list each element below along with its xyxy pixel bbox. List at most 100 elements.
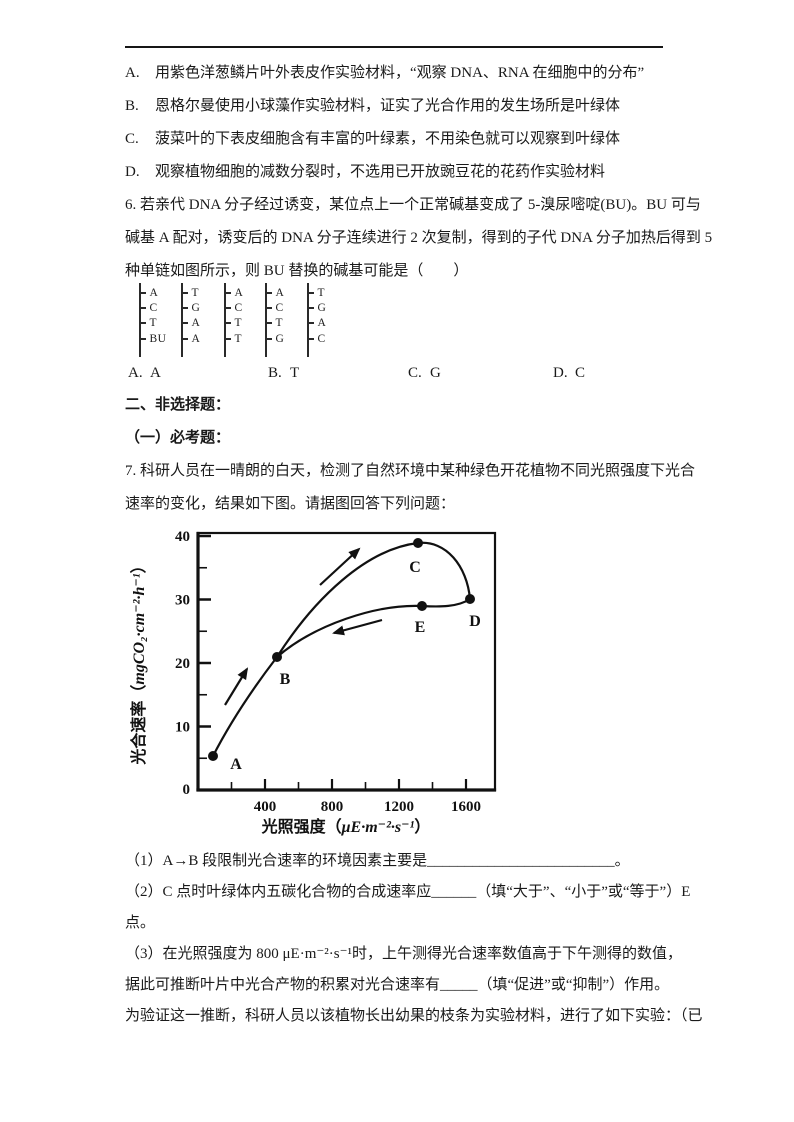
base-letter: A [234, 287, 244, 299]
q7-part-2-cont: 点。 [125, 915, 156, 931]
point-B [272, 652, 282, 662]
tick-mark [266, 307, 272, 309]
point-C [413, 538, 423, 548]
q5-option-d: D. 观察植物细胞的减数分裂时，不选用已开放豌豆花的花药作实验材料 [125, 156, 665, 189]
q6-option-d: D. C [553, 357, 585, 389]
strand-line [139, 283, 141, 357]
base-letter: A [317, 317, 327, 329]
tick-mark [140, 307, 146, 309]
y-tick-20: 20 [175, 656, 190, 672]
option-text: T [290, 365, 300, 381]
base-row: T [225, 332, 243, 346]
tick-mark [225, 307, 231, 309]
tick-mark [225, 338, 231, 340]
tick-mark [182, 307, 188, 309]
q7-subquestions: （1）A→B 段限制光合速率的环境因素主要是__________________… [125, 846, 703, 1032]
base-row: C [225, 301, 243, 315]
q6-line-1: 6. 若亲代 DNA 分子经过诱变，某位点上一个正常碱基变成了 5-溴尿嘧啶(B… [125, 197, 701, 213]
question-7: 7. 科研人员在一晴朗的白天，检测了自然环境中某种绿色开花植物不同光照强度下光合… [125, 455, 696, 521]
point-A [208, 751, 218, 761]
tick-mark [182, 322, 188, 324]
arrow-b-to-c [319, 547, 361, 586]
tick-mark [308, 292, 314, 294]
base-row: A [225, 286, 244, 300]
strand-line [307, 283, 309, 357]
point-A-label: A [230, 756, 242, 773]
point-E-label: E [415, 619, 426, 636]
q5-options: A. 用紫色洋葱鳞片叶外表皮作实验材料，“观察 DNA、RNA 在细胞中的分布” … [125, 57, 665, 189]
base-row: T [266, 316, 284, 330]
dna-strand-4: A C T G [265, 283, 307, 357]
x-tick-400: 400 [254, 799, 277, 815]
option-text: 用紫色洋葱鳞片叶外表皮作实验材料，“观察 DNA、RNA 在细胞中的分布” [155, 65, 645, 81]
base-letter: A [191, 317, 201, 329]
y-tick-10: 10 [175, 720, 190, 736]
tick-mark [308, 338, 314, 340]
base-row: G [308, 301, 327, 315]
q6-option-c: C. G [408, 357, 441, 389]
option-letter: C. [125, 131, 139, 147]
dna-strands-figure: A C T BU T G A A A C T T A [131, 283, 665, 357]
q6-line-2: 碱基 A 配对，诱变后的 DNA 分子连续进行 2 次复制，得到的子代 DNA … [125, 230, 713, 246]
base-row: T [308, 286, 326, 300]
base-letter: A [191, 333, 201, 345]
plot-frame [196, 531, 497, 792]
q6-line-3: 种单链如图所示，则 BU 替换的碱基可能是（ ） [125, 263, 469, 279]
y-tick-30: 30 [175, 593, 190, 609]
base-letter: C [317, 333, 326, 345]
base-row: G [266, 332, 285, 346]
option-letter: D. [553, 365, 568, 381]
base-letter: A [149, 287, 159, 299]
q7-part-3: （3）在光照强度为 800 μE·m⁻²·s⁻¹时，上午测得光合速率数值高于下午… [125, 946, 683, 962]
curve-up-ABCD [212, 541, 472, 757]
q5-option-a: A. 用紫色洋葱鳞片叶外表皮作实验材料，“观察 DNA、RNA 在细胞中的分布” [125, 57, 665, 90]
base-row: A [182, 316, 201, 330]
tick-mark [266, 292, 272, 294]
q5-option-b: B. 恩格尔曼使用小球藻作实验材料，证实了光合作用的发生场所是叶绿体 [125, 90, 665, 123]
q7-part-3-cont-1: 据此可推断叶片中光合产物的积累对光合速率有_____（填“促进”或“抑制”）作用… [125, 977, 670, 993]
point-C-label: C [409, 559, 421, 576]
y-ticks [198, 534, 211, 760]
tick-mark [266, 322, 272, 324]
x-tick-1200: 1200 [384, 799, 414, 815]
dna-strand-3: A C T T [224, 283, 266, 357]
base-letter: T [191, 287, 200, 299]
tick-mark [140, 322, 146, 324]
base-letter: T [317, 287, 326, 299]
option-text: C [575, 365, 586, 381]
base-row: G [182, 301, 201, 315]
tick-mark [308, 307, 314, 309]
base-letter: C [234, 302, 243, 314]
curve-return-DEB [276, 598, 471, 658]
base-row: A [266, 286, 285, 300]
tick-mark [182, 292, 188, 294]
option-letter: A. [128, 365, 143, 381]
tick-mark [182, 338, 188, 340]
base-row: A [308, 316, 327, 330]
tick-mark [140, 338, 146, 340]
y-tick-40: 40 [175, 529, 190, 545]
q7-line-1: 7. 科研人员在一晴朗的白天，检测了自然环境中某种绿色开花植物不同光照强度下光合 [125, 463, 696, 479]
base-letter: G [191, 302, 201, 314]
strand-line [181, 283, 183, 357]
option-letter: A. [125, 65, 140, 81]
photosynthesis-chart: 40 30 20 10 0 400 800 1200 1600 光合速率（mgC… [118, 521, 665, 846]
chart-svg: 40 30 20 10 0 400 800 1200 1600 光合速率（mgC… [129, 529, 497, 836]
base-row: T [140, 316, 158, 330]
base-row: A [182, 332, 201, 346]
base-letter: C [275, 302, 284, 314]
q5-option-c: C. 菠菜叶的下表皮细胞含有丰富的叶绿素，不用染色就可以观察到叶绿体 [125, 123, 665, 156]
base-letter: T [234, 317, 243, 329]
option-text: A [150, 365, 161, 381]
x-ticks [230, 779, 468, 790]
base-row: C [266, 301, 284, 315]
option-text: G [430, 365, 441, 381]
y-axis-title: 光合速率（mgCO₂·cm⁻²·h⁻¹） [129, 557, 148, 765]
dna-strand-1: A C T BU [139, 283, 181, 357]
point-E [417, 601, 427, 611]
tick-mark [225, 322, 231, 324]
base-row: C [140, 301, 158, 315]
q6-answer-options: A. A B. T C. G D. C [125, 357, 665, 389]
base-row: BU [140, 332, 167, 346]
